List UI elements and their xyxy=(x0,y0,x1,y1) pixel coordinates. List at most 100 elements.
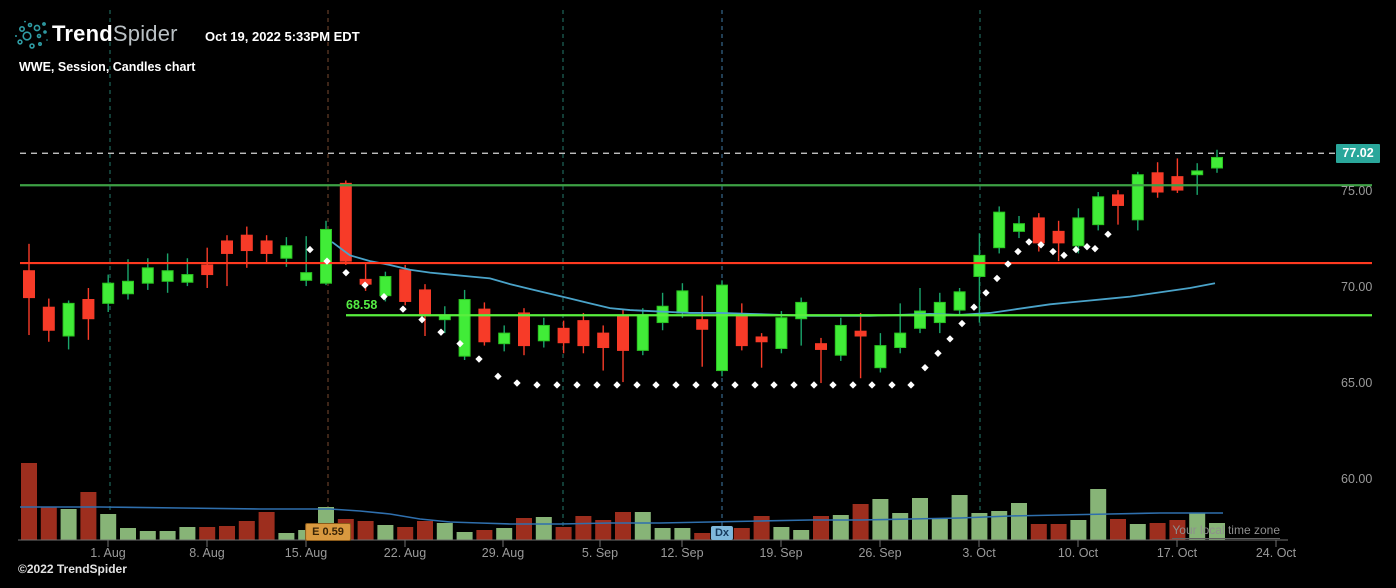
volume-bar xyxy=(575,516,592,540)
trail-dot xyxy=(888,381,896,389)
volume-bar xyxy=(139,531,156,540)
y-axis-label: 75.00 xyxy=(1341,184,1373,198)
volume-bar xyxy=(496,528,513,540)
x-axis-label: 5. Sep xyxy=(581,546,619,560)
trail-dot xyxy=(993,274,1001,283)
trail-dot xyxy=(751,381,759,389)
candle-body xyxy=(636,314,649,351)
trail-dot xyxy=(361,281,369,289)
trail-dot xyxy=(533,381,541,389)
candle-body xyxy=(933,301,946,324)
trail-dot xyxy=(380,292,388,301)
x-axis-label: 1. Aug xyxy=(90,546,126,560)
trail-dot xyxy=(790,381,798,389)
volume-bar xyxy=(397,527,414,540)
y-axis-label: 60.00 xyxy=(1341,472,1373,486)
volume-bar xyxy=(1189,513,1206,540)
candle-body xyxy=(973,254,986,277)
trail-dot xyxy=(1083,243,1091,251)
timezone-link[interactable]: Your local time zone xyxy=(1172,523,1280,539)
earnings-badge[interactable]: E 0.59 xyxy=(305,523,351,541)
trail-dot xyxy=(907,381,915,389)
copyright: ©2022 TrendSpider xyxy=(18,562,127,576)
trail-dot xyxy=(573,381,581,389)
candle-body xyxy=(62,302,75,337)
candle-body xyxy=(874,345,887,369)
trail-dot xyxy=(553,381,561,389)
volume-bar xyxy=(238,521,255,540)
candle-body xyxy=(300,272,313,281)
candle-body xyxy=(23,270,35,299)
candle-body xyxy=(518,312,530,347)
volume-bar xyxy=(219,526,235,540)
volume-bar xyxy=(1070,520,1087,540)
volume-bar xyxy=(100,514,117,540)
candle-body xyxy=(1131,174,1144,221)
y-axis-label: 70.00 xyxy=(1341,280,1373,294)
candle-body xyxy=(1211,156,1223,169)
volume-bar xyxy=(40,507,57,540)
last-price-badge[interactable]: 77.02 xyxy=(1336,143,1380,163)
candle-body xyxy=(577,320,590,347)
trail-dot xyxy=(456,340,464,348)
candle-body xyxy=(993,211,1006,249)
volume-bar xyxy=(377,525,394,540)
volume-bar xyxy=(1169,520,1186,540)
volume-bar xyxy=(595,520,612,540)
candle-body xyxy=(1191,170,1204,176)
candle-body xyxy=(537,324,550,342)
trail-dot xyxy=(731,381,739,389)
x-axis-label: 8. Aug xyxy=(189,546,225,560)
candle-body xyxy=(953,291,966,311)
volume-bar xyxy=(654,528,671,540)
trail-dot xyxy=(921,364,929,372)
trail-dot xyxy=(633,381,641,389)
candle-body xyxy=(280,245,293,259)
trail-dot xyxy=(1049,247,1057,256)
volume-bar xyxy=(1011,503,1027,540)
candle-body xyxy=(221,240,233,254)
volume-bar xyxy=(852,504,869,540)
candle-body xyxy=(1072,217,1085,247)
brand-wordmark: TrendSpider xyxy=(52,21,178,47)
candle-body xyxy=(1112,194,1124,206)
candle-body xyxy=(181,274,194,283)
trail-dot xyxy=(306,245,314,254)
trail-dot xyxy=(1025,238,1033,246)
x-axis-label: 19. Sep xyxy=(759,546,803,560)
x-axis-label: 22. Aug xyxy=(383,546,427,560)
volume-bar xyxy=(991,511,1008,540)
candle-body xyxy=(597,332,610,349)
volume-bar xyxy=(793,530,810,540)
x-axis-label: 3. Oct xyxy=(962,546,996,560)
candle-body xyxy=(498,332,511,345)
candle-body xyxy=(201,264,214,276)
candle-body xyxy=(815,343,827,350)
volume-bar xyxy=(694,533,711,540)
dividend-badge[interactable]: Dx xyxy=(710,526,734,540)
volume-bar xyxy=(159,531,176,540)
candle-body xyxy=(716,284,728,372)
volume-bar xyxy=(476,530,493,540)
candle-body xyxy=(775,317,788,349)
candle-body xyxy=(1171,176,1184,191)
chart-symbol-title: WWE, Session, Candles chart xyxy=(19,60,196,74)
volume-bar xyxy=(199,527,216,540)
price-ma-line xyxy=(331,241,1216,317)
trail-dot xyxy=(946,335,954,343)
trail-dot xyxy=(1060,251,1068,260)
trail-dot xyxy=(652,381,660,389)
candle-body xyxy=(240,234,253,252)
candle-body xyxy=(102,282,115,304)
candle-body xyxy=(557,327,570,344)
trail-dot xyxy=(849,381,857,389)
x-axis-label: 12. Sep xyxy=(660,546,704,560)
trail-dot xyxy=(810,381,818,389)
volume-bar xyxy=(535,517,552,540)
candle-body xyxy=(122,280,134,295)
volume-bar xyxy=(179,527,196,540)
volume-bar xyxy=(931,519,948,540)
volume-bar xyxy=(971,513,988,540)
candle-body xyxy=(438,315,451,321)
